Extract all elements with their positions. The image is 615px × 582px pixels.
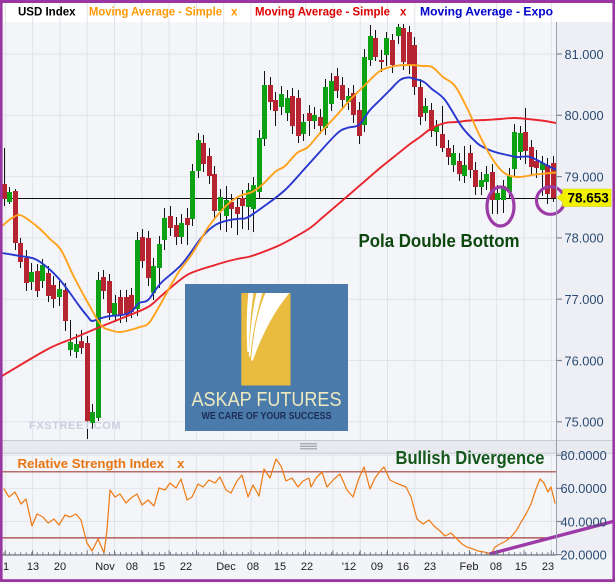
svg-text:FXSTREET.COM: FXSTREET.COM [29,420,121,432]
svg-text:Nov: Nov [95,561,115,573]
svg-text:80.0000: 80.0000 [561,448,607,463]
svg-text:20.0000: 20.0000 [561,547,607,562]
svg-text:1: 1 [3,561,9,573]
svg-text:Moving Average - Simple: Moving Average - Simple [255,7,390,19]
svg-text:77.000: 77.000 [565,292,604,307]
svg-text:09: 09 [371,561,383,573]
svg-text:23: 23 [424,561,436,573]
svg-text:81.000: 81.000 [565,47,604,62]
svg-text:22: 22 [301,561,313,573]
svg-text:80.000: 80.000 [565,108,604,123]
svg-text:22: 22 [180,561,192,573]
svg-text:15: 15 [515,561,527,573]
svg-text:78.000: 78.000 [565,231,604,246]
svg-text:ASKAP FUTURES: ASKAP FUTURES [192,389,342,411]
svg-text:08: 08 [126,561,138,573]
svg-text:Feb: Feb [460,561,479,573]
svg-text:x: x [400,7,407,19]
svg-text:x: x [177,456,185,471]
svg-text:Pola Double Bottom: Pola Double Bottom [359,231,520,251]
svg-text:Relative Strength Index: Relative Strength Index [18,456,165,471]
svg-text:Moving Average - Simple: Moving Average - Simple [89,7,222,19]
svg-text:Moving Average - Expo: Moving Average - Expo [420,7,553,19]
svg-text:Bullish Divergence: Bullish Divergence [396,448,545,468]
svg-text:15: 15 [153,561,165,573]
svg-text:USD Index: USD Index [18,7,76,19]
svg-text:13: 13 [27,561,39,573]
svg-text:Dec: Dec [216,561,236,573]
svg-text:60.0000: 60.0000 [561,481,607,496]
svg-text:08: 08 [247,561,259,573]
svg-text:20: 20 [54,561,66,573]
svg-text:23: 23 [542,561,554,573]
svg-text:76.000: 76.000 [565,353,604,368]
svg-text:16: 16 [397,561,409,573]
svg-text:08: 08 [490,561,502,573]
svg-text:79.000: 79.000 [565,169,604,184]
svg-text:'12: '12 [342,561,356,573]
svg-text:75.000: 75.000 [565,415,604,430]
svg-text:x: x [231,7,238,19]
svg-text:15: 15 [274,561,286,573]
svg-text:78.653: 78.653 [568,191,610,206]
svg-text:40.0000: 40.0000 [561,514,607,529]
svg-text:WE CARE OF YOUR SUCCESS: WE CARE OF YOUR SUCCESS [202,410,332,422]
